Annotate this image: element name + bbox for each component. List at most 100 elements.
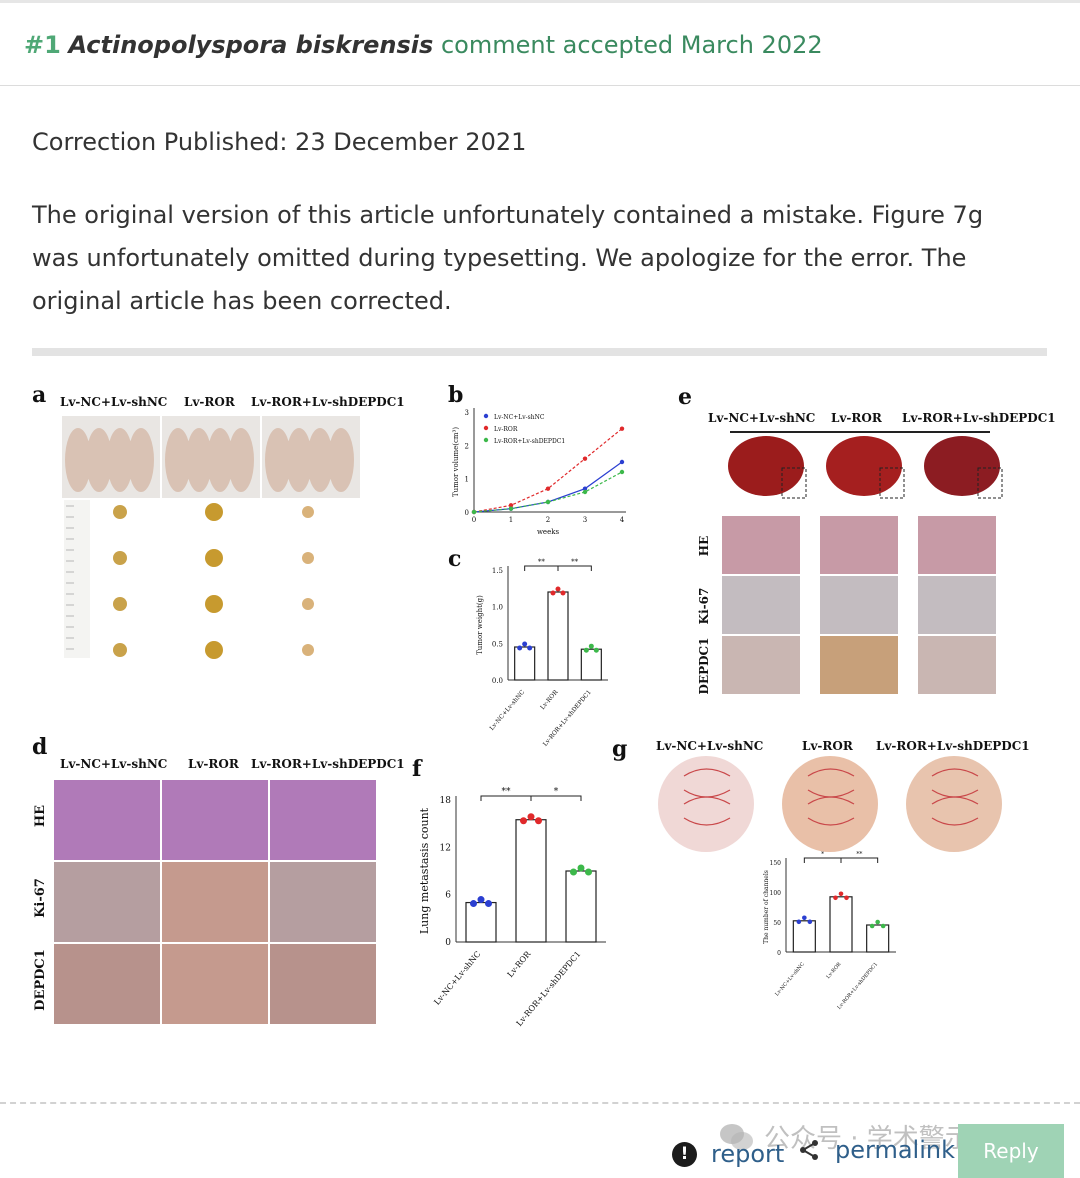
panel-c-data-point xyxy=(550,590,556,596)
panel-g-bar xyxy=(866,924,890,953)
histology-image xyxy=(54,944,160,1024)
reply-button[interactable]: Reply xyxy=(958,1124,1064,1178)
mouse-shape xyxy=(207,428,233,492)
panel-g-y-label: The number of channels xyxy=(763,870,770,944)
panel-b-point xyxy=(471,509,477,515)
comment-footer: 公众号 · 学术警示录 ! report permalink Reply xyxy=(0,1104,1080,1178)
panel-c-sig-bracket xyxy=(557,565,592,571)
panel-b-legend-marker xyxy=(483,413,489,419)
panel-g-group-label: Lv-ROR+Lv-shDEPDC1 xyxy=(876,739,1030,753)
panel-c-y-tick: 1.5 xyxy=(492,567,503,575)
comment-number: #1 xyxy=(24,31,61,59)
panel-letter-d: d xyxy=(32,734,47,760)
panel-g-sig-label: * xyxy=(821,851,824,858)
panel-c-y-tick: 0.0 xyxy=(492,677,503,685)
report-label: report xyxy=(711,1140,785,1168)
panel-e-group-label: Lv-ROR xyxy=(831,411,883,425)
panel-b-y-label: Tumor volume(cm³) xyxy=(452,427,460,497)
blood-vessel xyxy=(931,796,979,805)
panel-g-category-label: Lv-ROR xyxy=(825,961,842,980)
panel-f-y-tick: 6 xyxy=(445,891,451,901)
correction-text: The original version of this article unf… xyxy=(32,201,984,315)
tumor xyxy=(113,597,127,611)
panel-b-legend-marker xyxy=(483,437,489,443)
tumor xyxy=(205,641,223,659)
panel-c-category-label: Lv-ROR xyxy=(539,688,560,711)
panel-f-bar xyxy=(515,819,547,943)
panel-g-sig-bracket xyxy=(840,857,879,863)
zoom-box xyxy=(879,467,905,499)
panel-f-sig-bracket xyxy=(530,795,582,801)
panel-letter-c: c xyxy=(448,546,461,572)
panel-c-bar xyxy=(514,646,536,681)
panel-a-group-label: Lv-NC+Lv-shNC xyxy=(60,395,167,409)
panel-b-point xyxy=(582,489,588,495)
panel-g-data-point xyxy=(838,891,844,897)
panel-e-row-label: HE xyxy=(697,536,711,556)
panel-letter-b: b xyxy=(448,382,463,408)
report-link[interactable]: ! report xyxy=(672,1140,784,1168)
panel-f-bar xyxy=(565,870,597,943)
mouse-shape xyxy=(186,428,212,492)
panel-g-data-point xyxy=(802,915,807,921)
panel-g-data-point xyxy=(875,919,880,925)
histology-image xyxy=(918,516,996,574)
permalink-link[interactable]: permalink xyxy=(797,1136,955,1164)
histology-image xyxy=(722,516,800,574)
panel-f-bar xyxy=(465,901,497,943)
histology-image xyxy=(722,576,800,634)
blood-vessel xyxy=(683,796,731,805)
panel-g-bar xyxy=(829,896,853,953)
panel-b-point xyxy=(545,486,551,491)
histology-image xyxy=(54,862,160,942)
panel-a-group-label: Lv-ROR xyxy=(184,395,236,409)
panel-b-series-line xyxy=(473,428,623,513)
blood-vessel xyxy=(807,796,855,805)
tumor xyxy=(205,595,223,613)
mouse-shape xyxy=(307,428,333,492)
panel-e-row-label: DEPDC1 xyxy=(697,638,711,695)
panel-f-data-point xyxy=(570,868,577,876)
panel-f-y-tick: 12 xyxy=(440,843,451,853)
tumor xyxy=(302,644,314,656)
species-name[interactable]: Actinopolyspora biskrensis xyxy=(68,31,434,59)
histology-image xyxy=(820,516,898,574)
mouse-shape xyxy=(128,428,154,492)
tumor xyxy=(302,552,314,564)
panel-f-data-point xyxy=(535,817,542,825)
panel-c-bar xyxy=(580,648,602,681)
panel-b-point xyxy=(619,459,625,465)
panel-letter-e: e xyxy=(678,384,692,410)
mouse-shape xyxy=(286,428,312,492)
zoom-box xyxy=(781,467,807,499)
mouse-shape xyxy=(265,428,291,492)
mouse-shape xyxy=(328,428,354,492)
panel-c-data-point xyxy=(517,645,523,651)
panel-letter-f: f xyxy=(412,756,423,782)
panel-g-data-point xyxy=(833,895,838,901)
histology-image xyxy=(820,636,898,694)
panel-g-data-point xyxy=(844,895,849,901)
tumor xyxy=(302,506,314,518)
panel-b-x-tick: 1 xyxy=(509,516,513,524)
panel-b-point xyxy=(508,506,514,511)
panel-d-group-label: Lv-ROR xyxy=(188,757,240,771)
panel-b-x-tick: 4 xyxy=(620,516,625,524)
panel-c-sig-label: ** xyxy=(571,558,579,566)
panel-g-group-label: Lv-NC+Lv-shNC xyxy=(656,739,763,753)
panel-letter-g: g xyxy=(612,736,627,762)
panel-d-row-label: Ki-67 xyxy=(33,878,48,918)
share-icon xyxy=(800,1140,818,1160)
panel-f-data-point xyxy=(485,900,492,908)
lung-photo xyxy=(826,436,902,496)
histology-image xyxy=(270,780,376,860)
panel-d-group-label: Lv-NC+Lv-shNC xyxy=(60,757,167,771)
histology-image xyxy=(54,780,160,860)
lung-photo xyxy=(728,436,804,496)
comment-title: #1 Actinopolyspora biskrensis comment ac… xyxy=(24,31,823,59)
exclamation-circle-icon: ! xyxy=(672,1141,697,1167)
panel-e-row-label: Ki-67 xyxy=(697,588,711,625)
divider xyxy=(32,348,1047,356)
panel-b-x-tick: 0 xyxy=(472,516,476,524)
